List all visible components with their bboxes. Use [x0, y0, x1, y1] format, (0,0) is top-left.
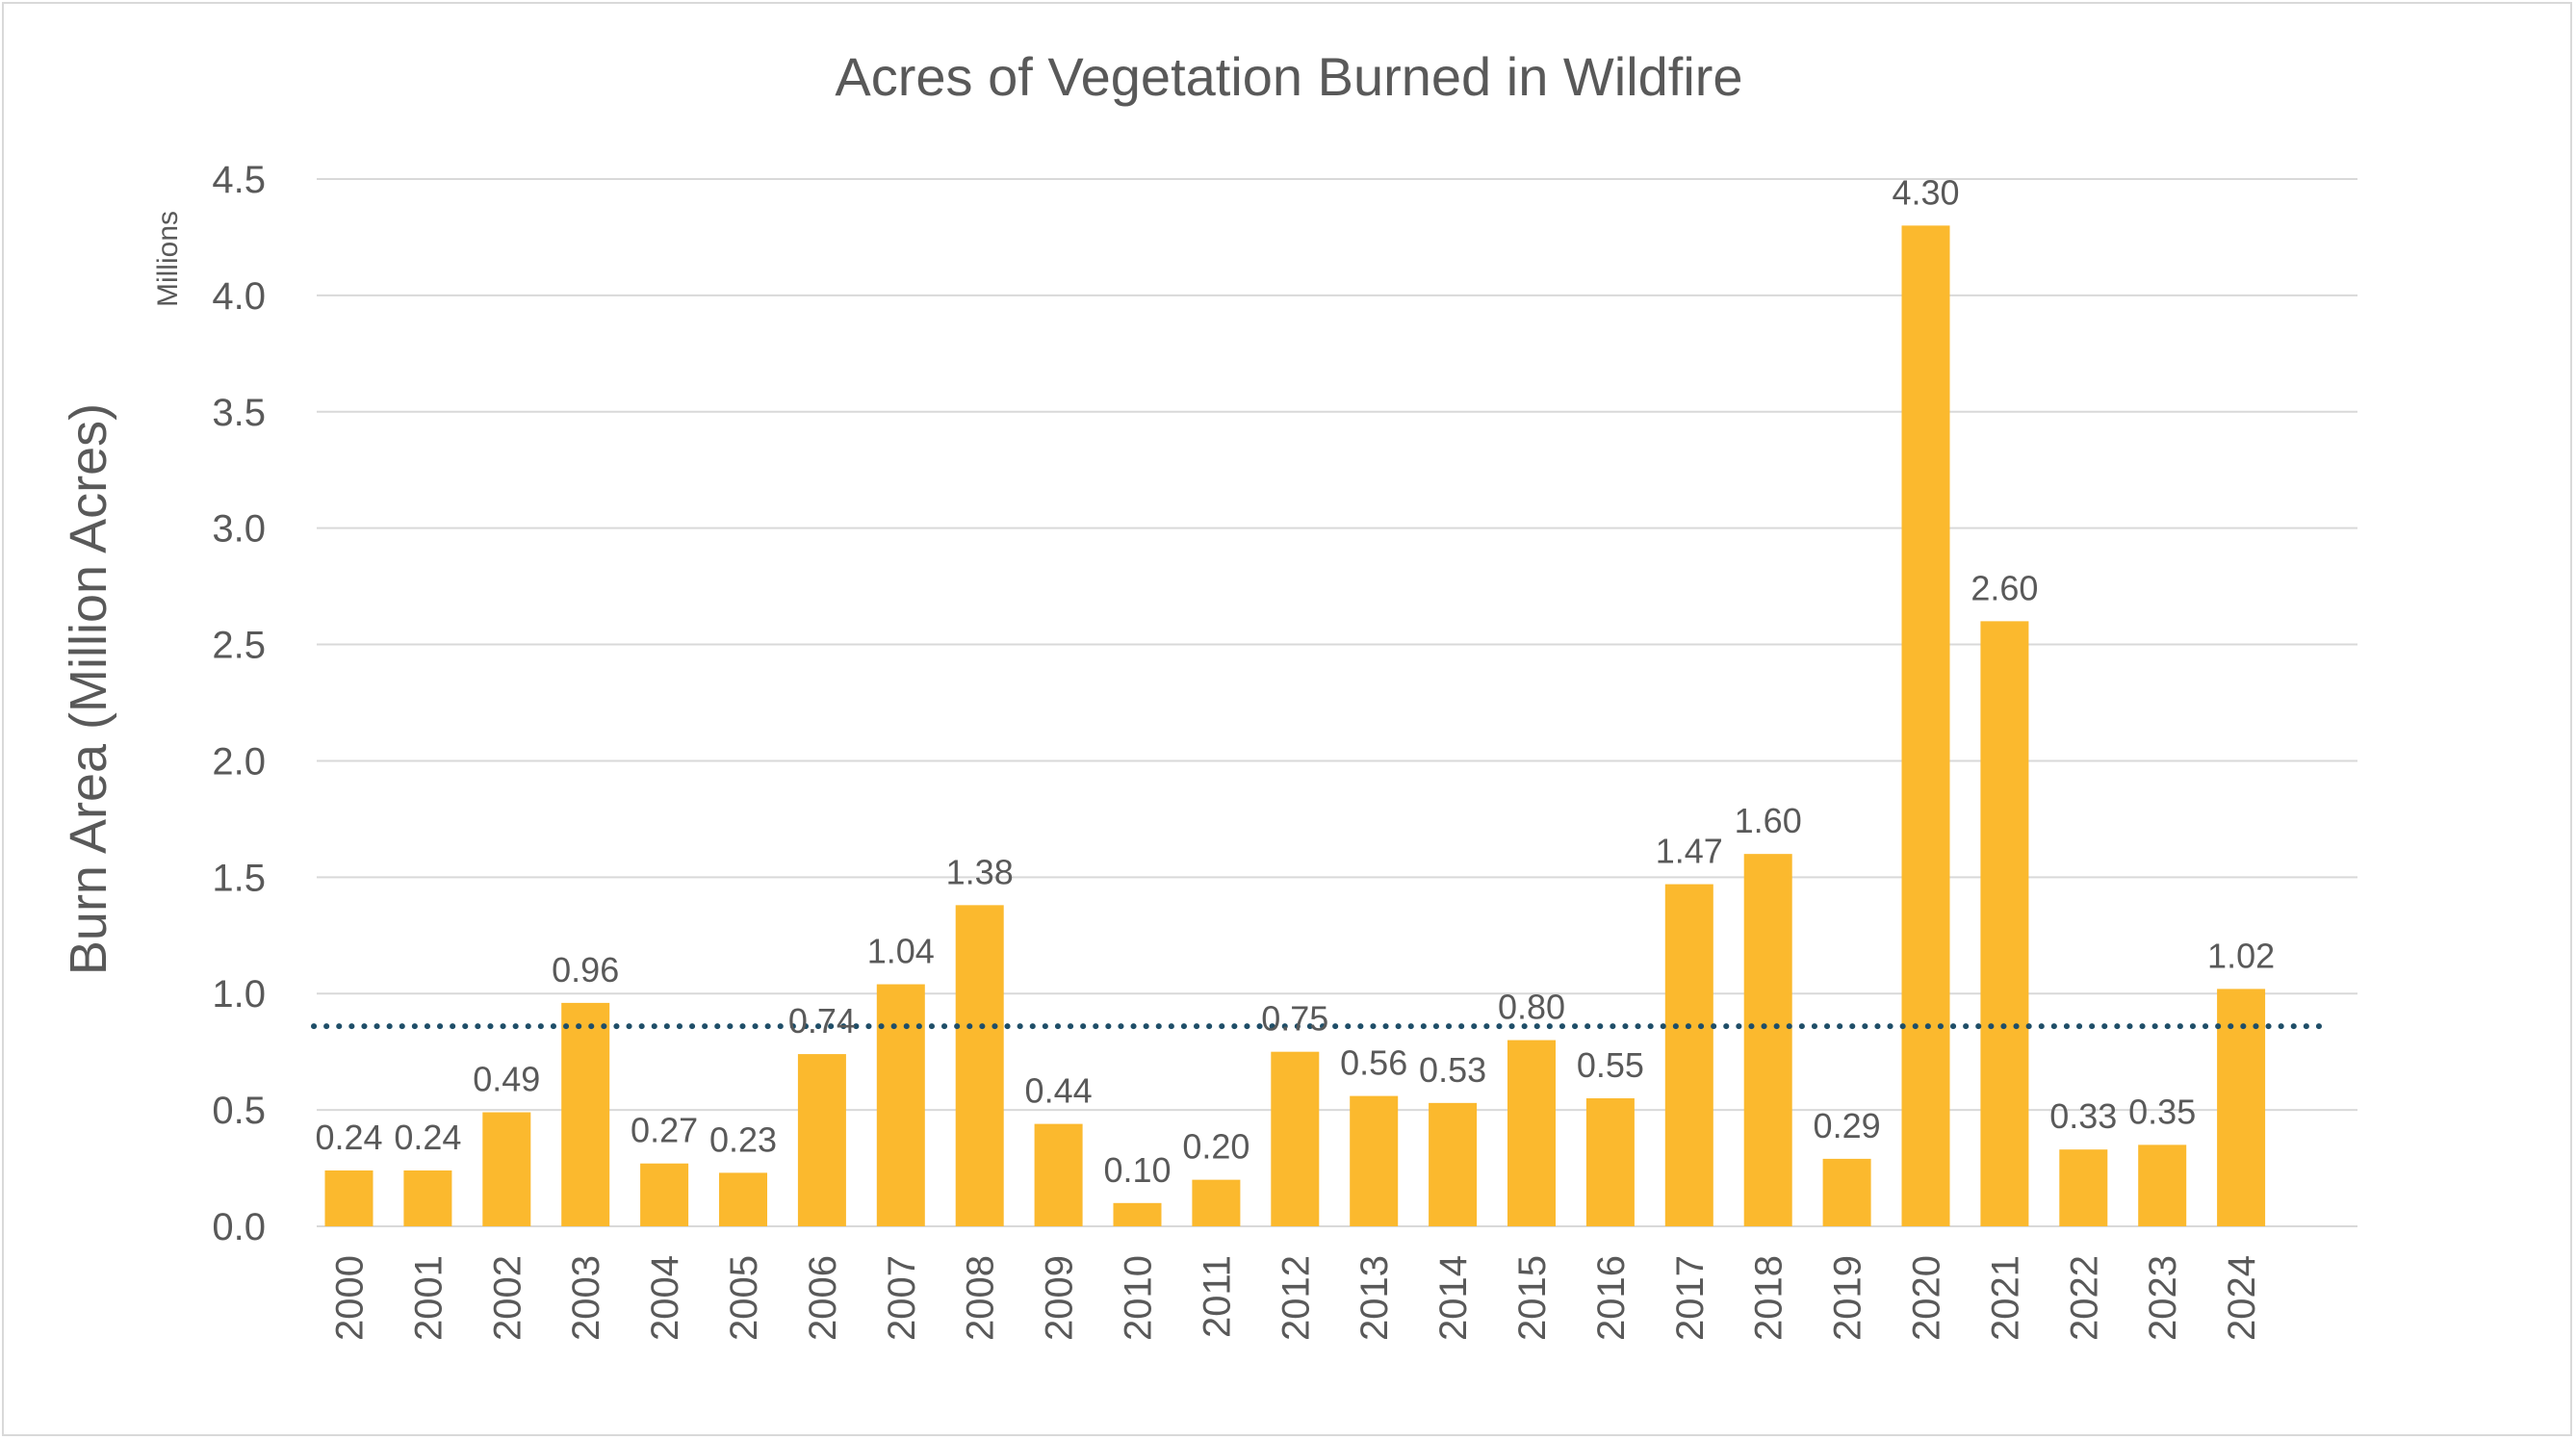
data-label: 0.96: [552, 950, 619, 990]
x-tick-label: 2008: [960, 1255, 1002, 1341]
bar: [1901, 225, 1950, 1226]
x-tick-label: 2016: [1590, 1255, 1633, 1341]
y-tick-labels: 0.0 0.5 1.0 1.5 2.0 2.5 3.0 3.5 4.0 4.5: [212, 159, 266, 1248]
data-label: 0.56: [1340, 1043, 1407, 1083]
y-tick-label: 0.5: [212, 1090, 266, 1132]
data-label: 1.02: [2207, 936, 2275, 975]
y-tick-label: 1.5: [212, 857, 266, 899]
bar: [324, 1170, 374, 1226]
data-label: 0.74: [788, 1001, 856, 1041]
x-tick-label: 2021: [1984, 1255, 2026, 1341]
grid-lines: [317, 178, 2357, 1227]
bar: [2138, 1144, 2187, 1226]
x-tick-label: 2013: [1353, 1255, 1396, 1341]
x-tick-label: 2014: [1432, 1255, 1475, 1341]
x-tick-label: 2024: [2221, 1255, 2263, 1341]
bar: [1664, 884, 1713, 1226]
bar: [1585, 1098, 1635, 1226]
data-labels: 0.24 0.24 0.49 0.96 0.27 0.23 0.74 1.04 1.38 0.44…: [315, 172, 2275, 1189]
y-tick-label: 3.5: [212, 392, 266, 434]
bar: [955, 905, 1004, 1226]
data-label: 1.38: [946, 852, 1014, 891]
y-axis-label: Burn Area (Million Acres): [60, 403, 117, 975]
y-tick-label: 2.0: [212, 740, 266, 783]
bar: [876, 984, 925, 1226]
x-tick-label: 2022: [2063, 1255, 2105, 1341]
data-label: 0.24: [394, 1118, 461, 1157]
bar: [1192, 1179, 1241, 1226]
data-label: 0.24: [315, 1118, 382, 1157]
bar: [1429, 1102, 1478, 1226]
x-tick-label: 2017: [1669, 1255, 1712, 1341]
data-label: 0.20: [1182, 1127, 1249, 1167]
bar: [2059, 1149, 2108, 1226]
data-label: 0.27: [631, 1111, 698, 1150]
chart-svg: Acres of Vegetation Burned in Wildfire B…: [60, 46, 2357, 1341]
x-tick-label: 2012: [1275, 1255, 1317, 1341]
data-label: 2.60: [1971, 568, 2038, 607]
bar: [1743, 854, 1792, 1226]
bar: [719, 1172, 767, 1226]
y-tick-label: 4.0: [212, 275, 266, 318]
data-label: 1.60: [1735, 801, 1802, 840]
y-tick-label: 3.0: [212, 508, 266, 551]
x-tick-labels: 2000 2001 2002 2003 2004 2005 2006 2007 2008 2009…: [329, 1255, 2264, 1341]
bar: [482, 1112, 531, 1226]
bar: [561, 1002, 610, 1226]
data-label: 0.10: [1103, 1150, 1171, 1190]
data-label: 0.23: [709, 1119, 777, 1159]
y-tick-label: 0.0: [212, 1206, 266, 1248]
bar: [1822, 1158, 1871, 1226]
data-label: 0.35: [2128, 1092, 2196, 1131]
data-label: 4.30: [1892, 172, 1959, 212]
bar: [1507, 1040, 1556, 1226]
chart-title: Acres of Vegetation Burned in Wildfire: [835, 46, 1742, 107]
data-label: 0.55: [1577, 1045, 1644, 1085]
x-tick-label: 2006: [802, 1255, 844, 1341]
x-tick-label: 2020: [1906, 1255, 1948, 1341]
x-tick-label: 2009: [1039, 1255, 1081, 1341]
data-label: 0.29: [1814, 1106, 1881, 1145]
bar: [1271, 1051, 1320, 1226]
x-tick-label: 2015: [1511, 1255, 1554, 1341]
y-axis-unit-label: Millions: [152, 211, 184, 307]
bar: [1113, 1202, 1162, 1226]
data-label: 1.04: [867, 932, 935, 971]
data-label: 0.80: [1498, 988, 1565, 1027]
data-label: 0.49: [473, 1060, 540, 1099]
y-tick-label: 1.0: [212, 973, 266, 1016]
bar: [640, 1163, 689, 1226]
bar: [403, 1170, 452, 1226]
data-label: 0.33: [2049, 1096, 2117, 1136]
x-tick-label: 2019: [1827, 1255, 1869, 1341]
x-tick-label: 2011: [1196, 1255, 1238, 1338]
data-label: 0.44: [1025, 1071, 1093, 1111]
data-label: 0.75: [1261, 999, 1328, 1039]
x-tick-label: 2007: [881, 1255, 923, 1341]
x-tick-label: 2018: [1748, 1255, 1790, 1341]
x-tick-label: 2002: [486, 1255, 528, 1341]
x-tick-label: 2003: [565, 1255, 607, 1341]
data-label: 0.53: [1419, 1050, 1486, 1090]
x-tick-label: 2001: [407, 1255, 450, 1341]
x-tick-label: 2000: [329, 1255, 372, 1341]
data-label: 1.47: [1656, 832, 1723, 871]
bar: [1980, 621, 2029, 1226]
y-tick-label: 2.5: [212, 625, 266, 667]
bar: [1350, 1095, 1399, 1226]
x-tick-label: 2023: [2142, 1255, 2184, 1341]
x-tick-label: 2010: [1118, 1255, 1160, 1341]
x-tick-label: 2005: [723, 1255, 765, 1341]
bar: [797, 1054, 846, 1226]
bar: [1034, 1123, 1083, 1226]
y-tick-label: 4.5: [212, 159, 266, 201]
x-tick-label: 2004: [644, 1255, 686, 1341]
bars: [324, 225, 2266, 1226]
